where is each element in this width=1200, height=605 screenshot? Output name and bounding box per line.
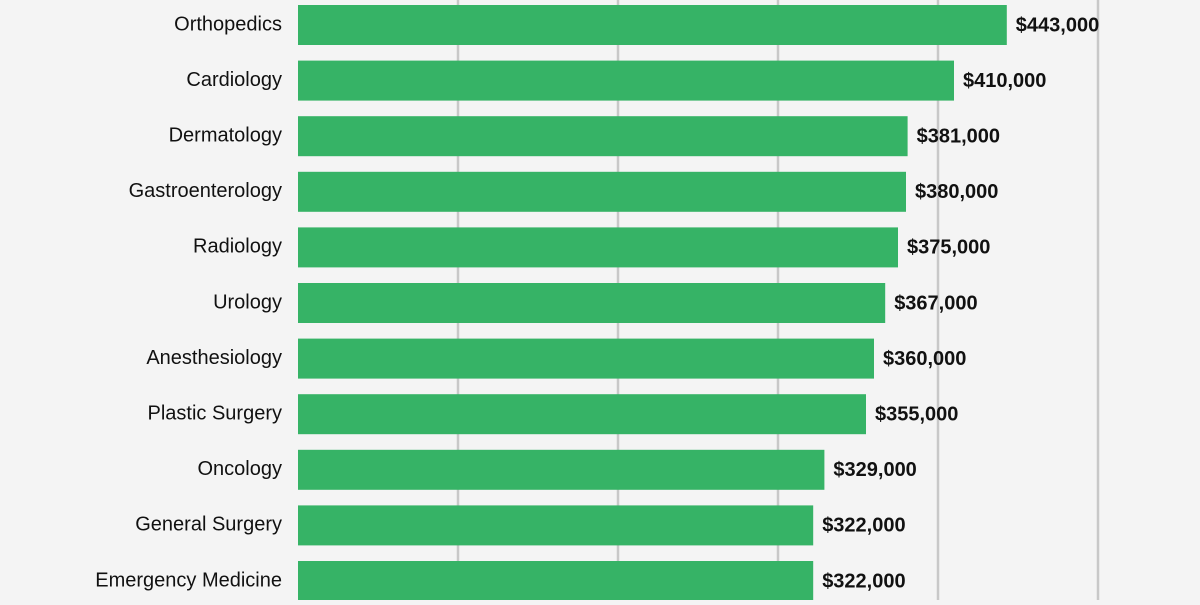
bar-10: [298, 505, 814, 546]
category-label: Radiology: [193, 236, 282, 258]
bar-9: [298, 449, 825, 490]
bar-6: [298, 283, 886, 323]
category-label: Urology: [213, 291, 282, 313]
category-label: General Surgery: [135, 514, 282, 536]
bar-3: [298, 116, 908, 157]
value-label: $360,000: [883, 348, 966, 370]
category-label: Orthopedics: [174, 13, 282, 35]
category-label: Anesthesiology: [146, 347, 282, 369]
value-label: $381,000: [917, 125, 1000, 147]
value-label: $322,000: [822, 515, 905, 537]
bar-8: [298, 394, 866, 435]
value-label: $443,000: [1016, 14, 1099, 36]
category-label: Plastic Surgery: [148, 402, 283, 424]
category-label: Emergency Medicine: [95, 569, 282, 591]
bar-1: [298, 5, 1007, 45]
category-labels: Orthopedics Cardiology Dermatology Gastroen…: [95, 13, 282, 591]
value-label: $355,000: [875, 403, 958, 425]
category-label: Dermatology: [169, 124, 282, 146]
bar-4: [298, 171, 906, 212]
bar-2: [298, 60, 954, 101]
value-label: $375,000: [907, 237, 990, 259]
value-label: $322,000: [822, 570, 905, 592]
value-label: $329,000: [833, 459, 916, 481]
bars: [298, 5, 1007, 601]
bar-7: [298, 338, 874, 379]
category-label: Cardiology: [186, 69, 282, 91]
bar-5: [298, 227, 898, 268]
value-label: $380,000: [915, 181, 998, 203]
value-label: $410,000: [963, 70, 1046, 92]
category-label: Gastroenterology: [129, 180, 282, 202]
category-label: Oncology: [198, 458, 283, 480]
value-label: $367,000: [894, 292, 977, 314]
bar-11: [298, 561, 814, 601]
value-labels: $443,000 $410,000 $381,000 $380,000 $375,000…: [822, 14, 1099, 592]
